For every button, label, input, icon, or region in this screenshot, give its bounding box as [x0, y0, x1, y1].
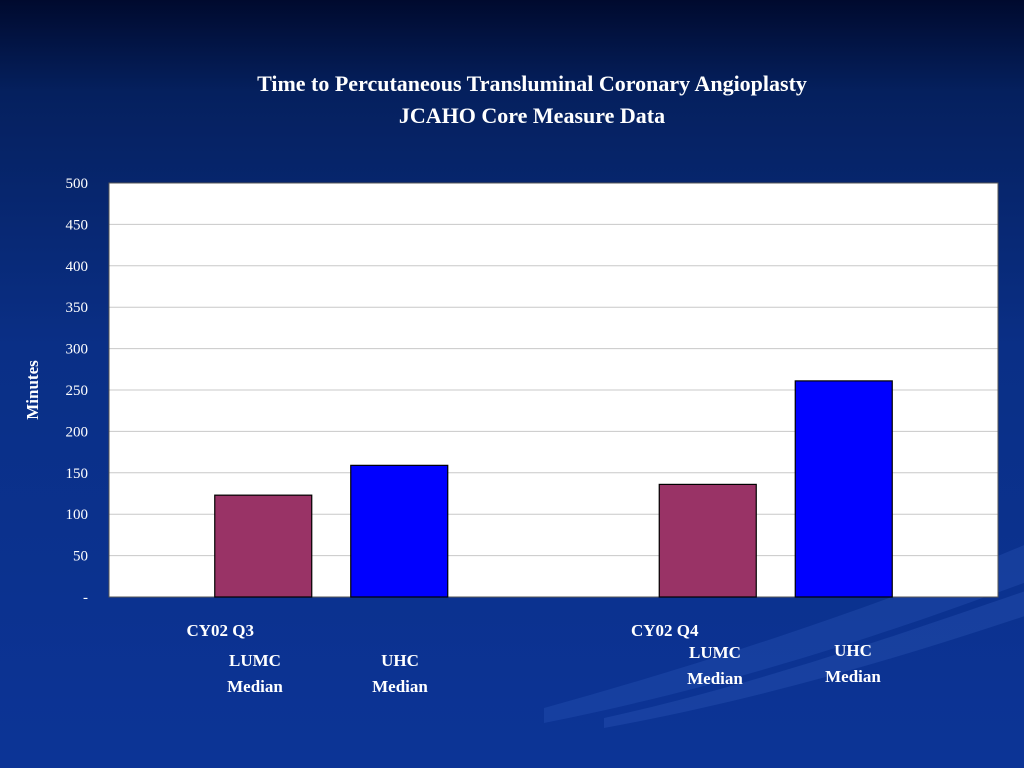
chart-title: Time to Percutaneous Transluminal Corona… — [0, 68, 1024, 132]
y-tick-label: 300 — [66, 342, 89, 358]
bar — [214, 494, 313, 598]
y-tick-label: 400 — [66, 259, 89, 275]
y-tick-label: 500 — [66, 176, 89, 192]
bar — [794, 380, 893, 598]
bar-label-lumc-q4: LUMC Median — [687, 643, 743, 688]
y-axis-label: Minutes — [23, 360, 42, 420]
y-tick-label: 250 — [66, 383, 89, 399]
bar — [658, 483, 757, 598]
y-tick-label: - — [83, 590, 88, 606]
y-tick-label: 150 — [66, 466, 89, 482]
plot-border — [108, 182, 999, 598]
bar-label-uhc-q3: UHC Median — [372, 651, 428, 696]
y-tick-label: 450 — [66, 217, 89, 233]
y-tick-label: 350 — [66, 300, 89, 316]
bar — [350, 464, 449, 598]
title-line-2: JCAHO Core Measure Data — [398, 103, 666, 128]
bar-label-uhc-q4: UHC Median — [825, 641, 881, 686]
title-line-1: Time to Percutaneous Transluminal Corona… — [257, 71, 807, 96]
y-tick-label: 50 — [73, 549, 88, 565]
bar-label-lumc-q3: LUMC Median — [227, 651, 283, 696]
x-category-label: CY02 Q3 — [186, 621, 254, 640]
y-tick-label: 200 — [66, 424, 89, 440]
x-category-label: CY02 Q4 — [631, 621, 699, 640]
y-tick-label: 100 — [66, 507, 89, 523]
